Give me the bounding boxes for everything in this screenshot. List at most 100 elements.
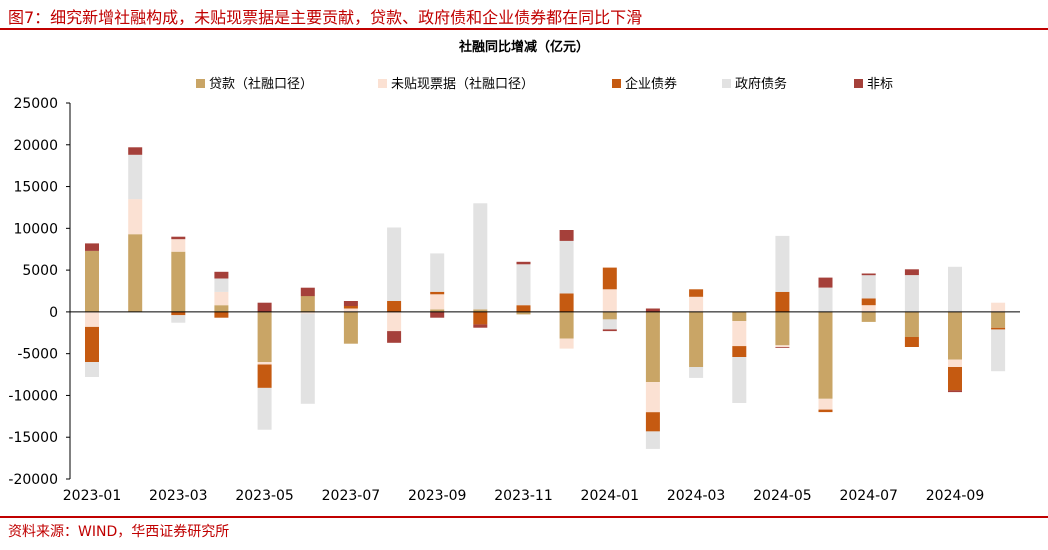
bar-segment bbox=[991, 311, 1006, 328]
bar-segment bbox=[473, 203, 488, 310]
bar-segment bbox=[904, 269, 919, 276]
bar-segment bbox=[948, 311, 962, 360]
bar-segment bbox=[991, 329, 1006, 372]
bar-segment bbox=[85, 362, 99, 377]
bar-segment bbox=[732, 311, 747, 322]
bar-segment bbox=[775, 311, 790, 346]
bar-segment bbox=[85, 243, 99, 251]
legend-swatch bbox=[722, 79, 731, 88]
bar-segment bbox=[300, 296, 315, 312]
bar-segment bbox=[818, 409, 833, 413]
bar-segment bbox=[818, 311, 833, 399]
bar-segment bbox=[948, 266, 962, 312]
bar-segment bbox=[602, 267, 617, 290]
x-tick-label: 2023-07 bbox=[322, 488, 381, 504]
bar-segment bbox=[732, 321, 747, 347]
bar-segment bbox=[602, 319, 617, 330]
bar-segment bbox=[559, 293, 574, 312]
bar-segment bbox=[430, 291, 445, 295]
bar-segment bbox=[257, 387, 272, 430]
bar-segment bbox=[214, 311, 229, 318]
bar-segment bbox=[948, 359, 962, 367]
bar-segment bbox=[689, 311, 704, 367]
bar-segment bbox=[645, 308, 660, 312]
top-rule bbox=[0, 28, 1048, 30]
x-tick-label: 2024-07 bbox=[839, 488, 898, 504]
bar-segment bbox=[991, 302, 1006, 312]
legend-label: 政府债务 bbox=[735, 76, 787, 92]
bar-segment bbox=[775, 235, 790, 292]
bar-segment bbox=[473, 324, 488, 328]
bar-segment bbox=[171, 239, 186, 252]
bar-segment bbox=[387, 227, 402, 301]
legend-label: 非标 bbox=[867, 77, 893, 92]
bar-segment bbox=[430, 311, 445, 318]
bar-segment bbox=[343, 311, 358, 344]
x-tick-label: 2023-11 bbox=[494, 488, 553, 504]
bar-segment bbox=[775, 345, 790, 347]
bar-segment bbox=[387, 311, 402, 332]
y-tick-label: -10000 bbox=[8, 388, 58, 404]
x-tick-label: 2024-09 bbox=[926, 488, 985, 504]
stacked-bar-chart: 社融同比增减（亿元） 贷款（社融口径） 未贴现票据（社融口径） 企业债券 政府债务 非标… bbox=[8, 39, 1020, 504]
bar-segment bbox=[473, 311, 488, 325]
bar-segment bbox=[861, 298, 876, 306]
bar-segment bbox=[991, 327, 1006, 330]
y-tick-label: -15000 bbox=[8, 430, 58, 446]
bar-segment bbox=[559, 240, 574, 294]
bar-segment bbox=[904, 275, 919, 312]
bar-segment bbox=[775, 347, 790, 348]
bar-segment bbox=[818, 398, 833, 410]
bar-segment bbox=[343, 308, 358, 312]
bar-segment bbox=[214, 305, 229, 312]
x-tick-label: 2024-01 bbox=[581, 488, 640, 504]
x-tick-label: 2024-05 bbox=[753, 488, 812, 504]
bar-segment bbox=[516, 305, 531, 312]
bar-segment bbox=[430, 309, 445, 312]
bar-segment bbox=[128, 234, 143, 312]
bar-segment bbox=[473, 309, 488, 312]
bar-segment bbox=[257, 364, 272, 388]
bar-segment bbox=[257, 362, 272, 365]
figure-title: 图7：细究新增社融构成，未贴现票据是主要贡献，贷款、政府债和企业债券都在同比下滑 bbox=[8, 8, 643, 27]
bar-segment bbox=[300, 311, 315, 314]
bar-segment bbox=[818, 277, 833, 288]
bottom-rule bbox=[0, 516, 1048, 518]
y-tick-label: 10000 bbox=[13, 221, 58, 237]
bar-segment bbox=[602, 289, 617, 312]
bar-segment bbox=[689, 289, 704, 297]
bar-segment bbox=[128, 147, 143, 155]
bar-segment bbox=[948, 367, 962, 391]
bar-segment bbox=[602, 329, 617, 332]
bar-segment bbox=[732, 357, 747, 403]
bar-segment bbox=[861, 305, 876, 312]
legend-label: 未贴现票据（社融口径） bbox=[391, 76, 534, 92]
x-tick-label: 2023-05 bbox=[235, 488, 294, 504]
bar-segment bbox=[775, 291, 790, 312]
bar-segment bbox=[430, 294, 445, 310]
bar-segment bbox=[387, 301, 402, 312]
y-tick-label: -5000 bbox=[17, 347, 58, 363]
bar-segment bbox=[171, 315, 186, 323]
bar-segment bbox=[732, 346, 747, 357]
bar-segment bbox=[85, 311, 99, 327]
x-tick-label: 2023-09 bbox=[408, 488, 467, 504]
x-tick-label: 2023-03 bbox=[149, 488, 208, 504]
bar-segment bbox=[85, 326, 99, 362]
bar-segment bbox=[689, 296, 704, 312]
bar-segment bbox=[861, 311, 876, 322]
y-tick-label: 25000 bbox=[13, 96, 58, 112]
bar-segment bbox=[559, 230, 574, 241]
bar-segment bbox=[516, 261, 531, 265]
bar-segment bbox=[645, 382, 660, 413]
bar-segment bbox=[171, 236, 186, 240]
bar-segment bbox=[559, 311, 574, 339]
bar-segment bbox=[645, 311, 660, 383]
bar-segment bbox=[516, 264, 531, 306]
bar-segment bbox=[645, 412, 660, 432]
bars-layer bbox=[85, 147, 1006, 449]
bar-segment bbox=[214, 271, 229, 279]
bar-segment bbox=[300, 287, 315, 297]
bar-segment bbox=[343, 306, 358, 309]
bar-segment bbox=[430, 253, 445, 292]
